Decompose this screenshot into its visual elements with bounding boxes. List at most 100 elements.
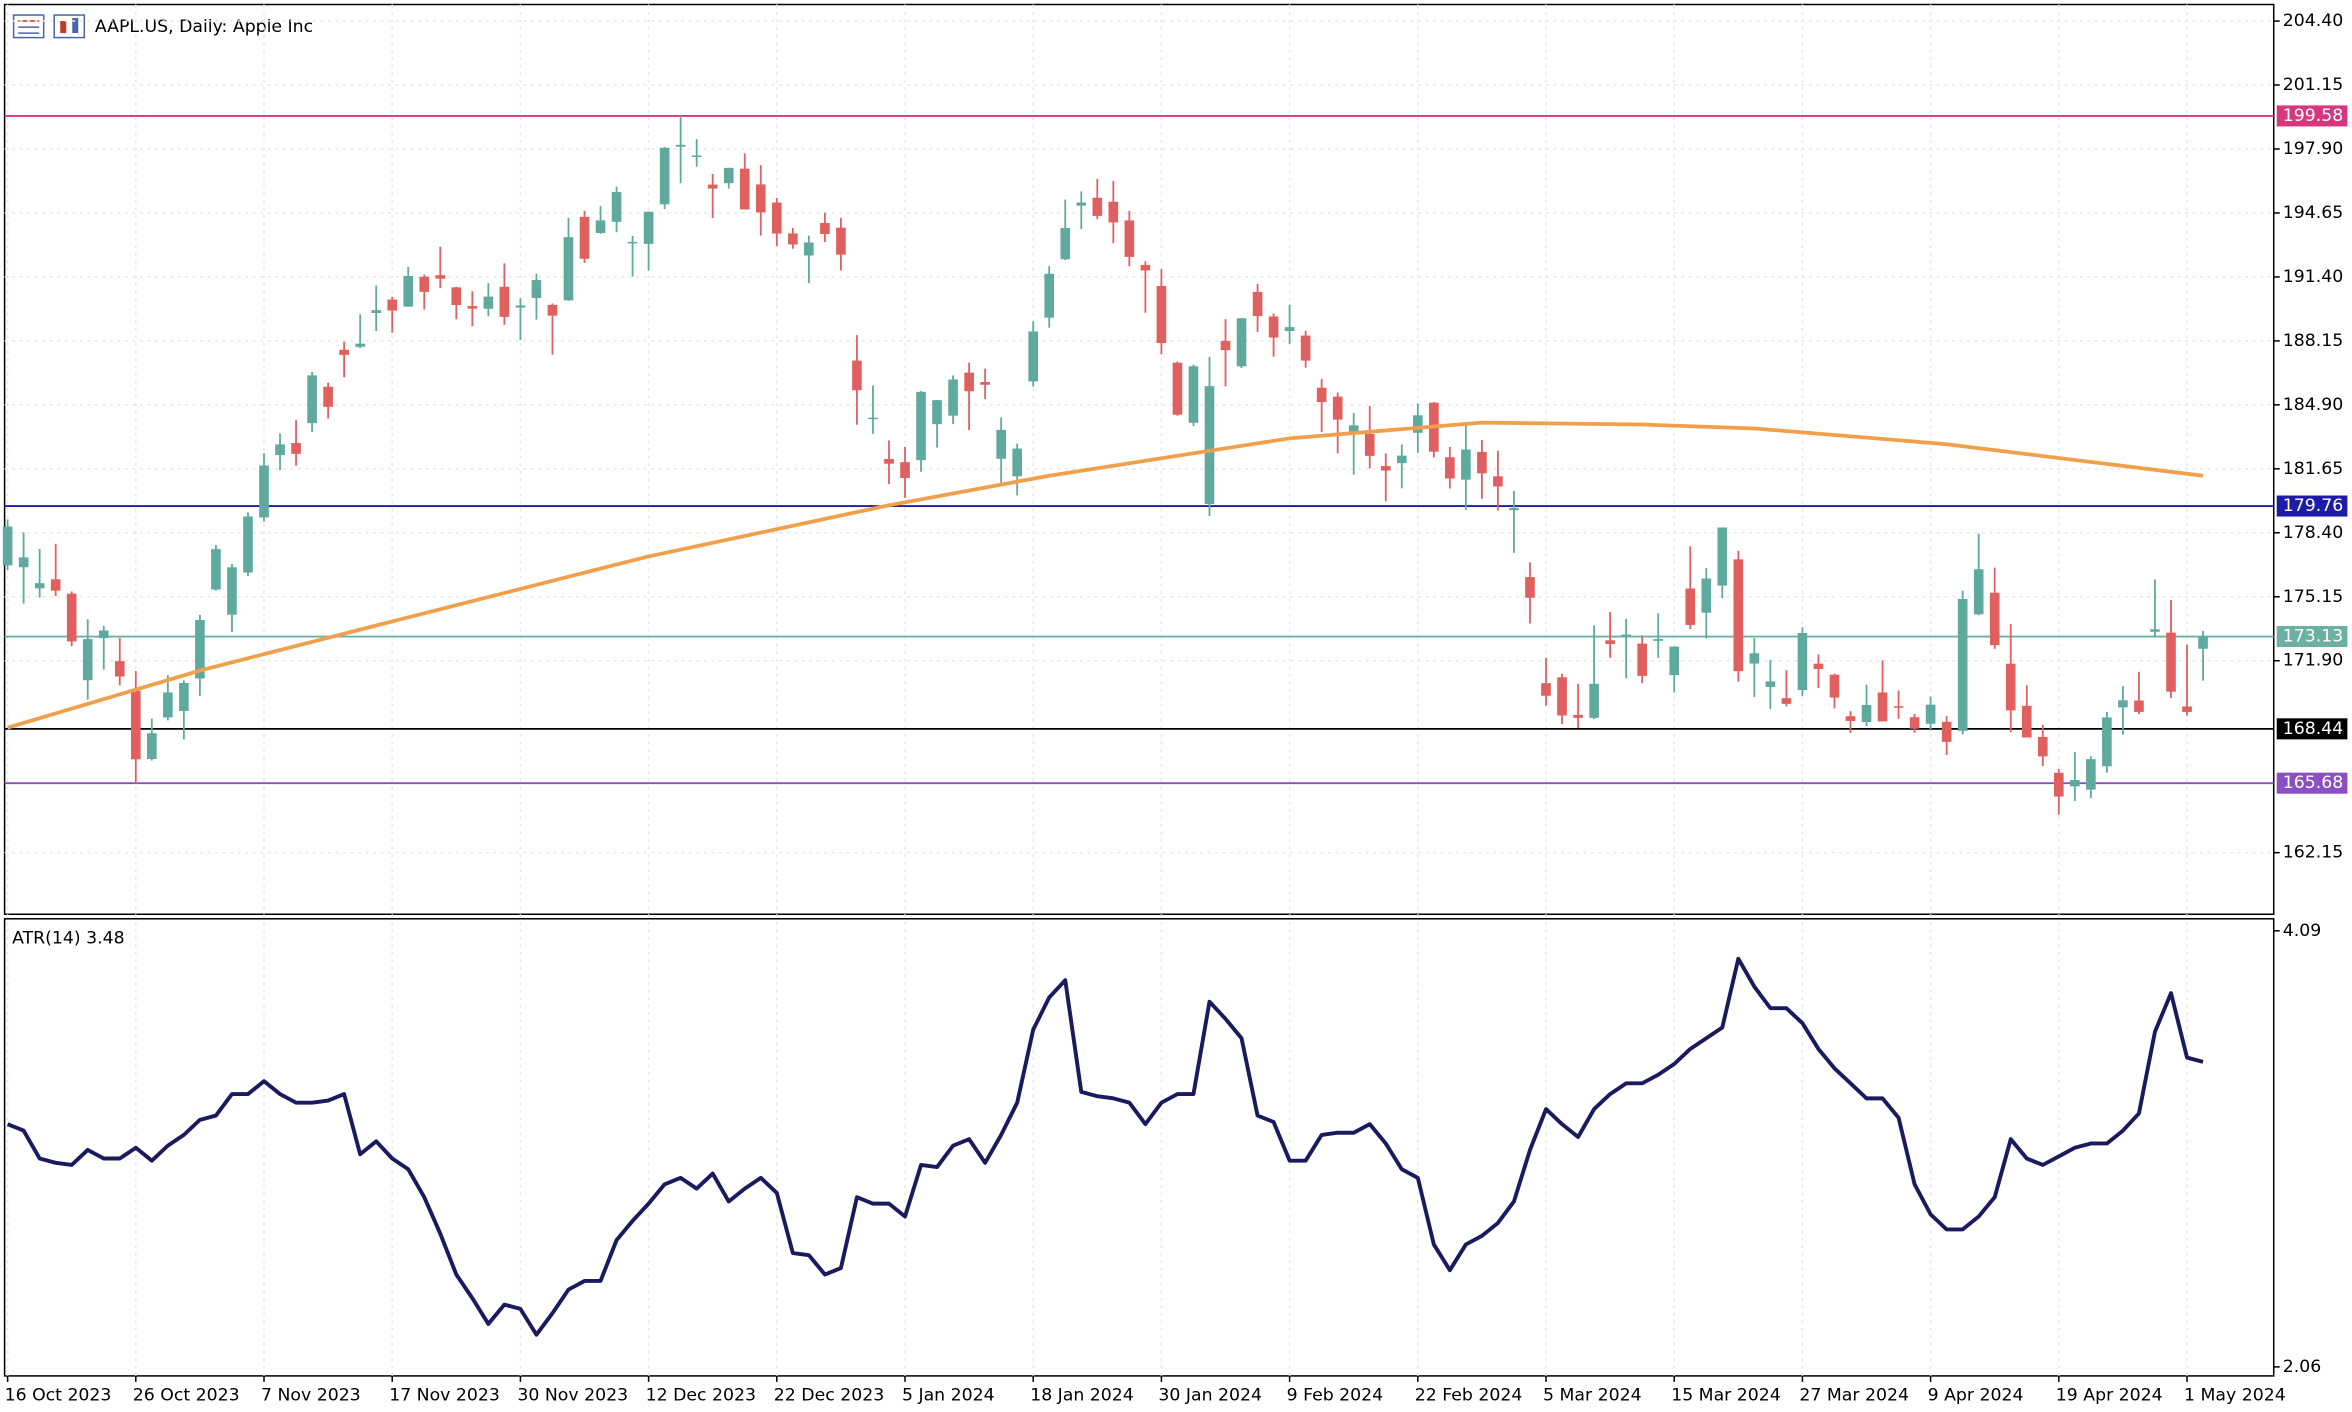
candle-body — [884, 458, 894, 464]
candle-body — [211, 549, 221, 590]
candle-body — [916, 391, 926, 461]
candle-body — [1364, 433, 1375, 456]
candle-body — [1893, 706, 1904, 708]
candle-body — [50, 579, 61, 591]
candle-body — [2150, 629, 2160, 632]
candle-body — [1060, 227, 1071, 260]
candle-body — [771, 202, 782, 234]
candle-body — [2086, 759, 2096, 790]
candle-body — [499, 286, 510, 317]
candle-body — [1156, 285, 1167, 344]
y-tick-label: 175.15 — [2283, 587, 2343, 607]
candle-body — [1669, 646, 1680, 676]
x-tick-label: 22 Dec 2023 — [774, 1385, 884, 1405]
candle-body — [2102, 717, 2112, 767]
candle-body — [1621, 634, 1631, 637]
candle-body — [515, 305, 526, 308]
candle-body — [1380, 466, 1391, 471]
icon-bar — [72, 18, 79, 34]
candle-body — [868, 417, 878, 420]
y-tick-label: 194.65 — [2283, 203, 2343, 223]
level-tag — [2276, 626, 2348, 648]
candle-body — [948, 379, 958, 416]
y-tick-label: 197.90 — [2283, 139, 2343, 159]
icon-bar — [60, 21, 67, 34]
candle-body — [1781, 698, 1792, 704]
level-tag — [2276, 772, 2348, 794]
chart-icon[interactable] — [53, 14, 86, 39]
candle-body — [1493, 476, 1503, 487]
y-tick-label: 201.15 — [2283, 75, 2343, 95]
candle-body — [1573, 714, 1583, 718]
candle-body — [980, 382, 990, 385]
candle-body — [34, 583, 45, 589]
candle-body — [467, 306, 478, 309]
candle-body — [419, 276, 430, 292]
level-tag — [2276, 495, 2348, 517]
candle-body — [723, 167, 734, 184]
x-tick-label: 26 Oct 2023 — [133, 1385, 240, 1405]
candle-body — [1396, 455, 1407, 464]
candle-body — [1220, 340, 1231, 351]
candle-body — [435, 275, 446, 279]
candle-body — [371, 310, 381, 313]
candle-body — [1188, 366, 1199, 423]
candle-body — [579, 216, 590, 259]
candle-body — [2, 526, 13, 566]
candle-body — [1925, 704, 1936, 724]
candle-body — [2054, 772, 2064, 797]
x-tick-label: 7 Nov 2023 — [261, 1385, 361, 1405]
candle-body — [1957, 598, 1968, 731]
x-tick-label: 9 Feb 2024 — [1287, 1385, 1384, 1405]
candle-body — [1445, 457, 1455, 479]
candle-body — [1749, 653, 1760, 664]
candle-body — [291, 443, 301, 454]
candle-body — [739, 168, 750, 210]
candle-body — [2166, 632, 2176, 692]
candle-body — [1541, 683, 1551, 696]
candle-body — [2005, 663, 2016, 711]
x-tick-label: 17 Nov 2023 — [389, 1385, 500, 1405]
candle-body — [1172, 362, 1183, 415]
candle-body — [2118, 700, 2128, 708]
candle-body — [1589, 683, 1599, 718]
candle-body — [2070, 780, 2080, 787]
x-tick-label: 12 Dec 2023 — [646, 1385, 756, 1405]
level-label: 199.58 — [2283, 106, 2343, 126]
y-tick-label: 171.90 — [2283, 651, 2343, 671]
main-frame — [3, 3, 2275, 916]
candle-body — [1268, 316, 1279, 338]
candle-body — [1092, 197, 1103, 216]
candle-body — [2198, 636, 2208, 649]
x-tick-label: 1 May 2024 — [2184, 1385, 2286, 1405]
candle-body — [1140, 264, 1151, 271]
candle-body — [531, 280, 542, 298]
candle-body — [627, 241, 638, 244]
candle-body — [707, 184, 718, 189]
candle-body — [98, 630, 109, 639]
candle-body — [595, 220, 606, 234]
x-tick-label: 30 Jan 2024 — [1158, 1385, 1262, 1405]
candle-body — [611, 192, 622, 222]
candle-body — [1236, 318, 1247, 367]
candle-body — [179, 682, 189, 711]
candle-body — [82, 639, 93, 681]
candle-body — [643, 211, 654, 244]
x-tick-label: 5 Mar 2024 — [1543, 1385, 1642, 1405]
x-tick-label: 18 Jan 2024 — [1030, 1385, 1134, 1405]
candle-body — [1909, 717, 1920, 729]
menu-icon[interactable] — [12, 14, 45, 39]
level-label: 179.76 — [2283, 496, 2343, 516]
candle-body — [1797, 632, 1808, 691]
candle-body — [1733, 559, 1744, 672]
level-label: 168.44 — [2283, 719, 2343, 739]
candle-body — [163, 692, 173, 718]
candle-body — [275, 444, 285, 456]
candle-body — [1813, 663, 1824, 670]
candle-body — [243, 516, 253, 573]
moving-average — [7, 420, 2204, 730]
atr-frame — [3, 918, 2275, 1377]
candle-body — [1509, 508, 1519, 511]
candle-body — [2134, 700, 2144, 712]
